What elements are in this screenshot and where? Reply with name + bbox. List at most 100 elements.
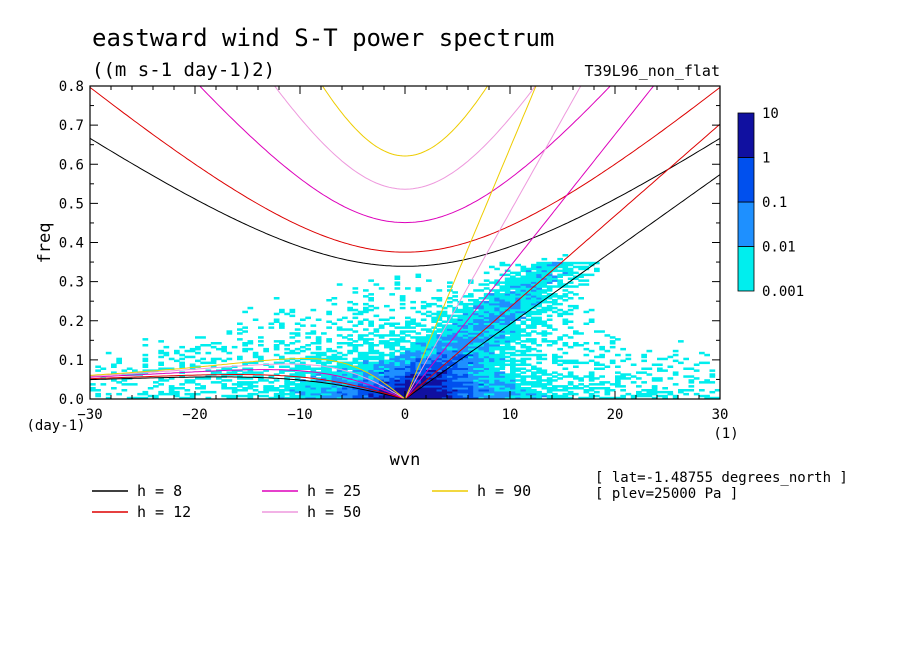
heatmap-cell [520,377,527,380]
heatmap-cell [431,353,443,357]
heatmap-cell [153,385,159,388]
heatmap-cell [221,383,227,386]
heatmap-cell [410,355,416,359]
heatmap-cell [578,383,584,386]
heatmap-cell [147,387,154,390]
heatmap-cell [562,375,579,378]
heatmap-cell [536,308,553,312]
heatmap-cell [510,369,521,372]
heatmap-cell [315,318,322,321]
heatmap-cell [609,345,616,349]
heatmap-cell [420,304,432,308]
heatmap-cell [321,369,332,372]
heatmap-cell [494,381,506,384]
heatmap-cell [594,363,605,366]
heatmap-cell [357,390,380,394]
heatmap-cell [599,353,605,357]
heatmap-cell [704,353,710,357]
heatmap-cell [709,369,716,372]
heatmap-cell [615,379,621,382]
heatmap-cell [174,349,180,353]
heatmap-cell [504,340,511,343]
heatmap-cell [499,263,511,267]
heatmap-cell [536,396,542,399]
heatmap-cell [478,347,490,351]
heatmap-cell [378,336,385,339]
heatmap-cell [588,308,595,312]
heatmap-cell [510,291,516,294]
heatmap-cell [588,392,595,396]
heatmap-cell [567,336,574,339]
heatmap-cell [678,340,684,343]
heatmap-cell [630,363,637,366]
heatmap-cell [688,381,695,384]
heatmap-cell [210,345,217,349]
heatmap-cell [525,392,537,396]
heatmap-cell [483,314,490,318]
heatmap-cell [394,349,401,353]
heatmap-cell [520,320,527,323]
heatmap-cell [431,316,443,320]
heatmap-cell [389,338,406,341]
dispersion-curve-rossby [90,376,406,399]
heatmap-cell [567,345,574,349]
heatmap-cell [310,379,317,382]
heatmap-cell [531,396,537,399]
heatmap-cell [142,359,149,363]
heatmap-cell [678,390,684,394]
dispersion-curve-kelvin [404,174,720,399]
heatmap-cell [604,334,611,337]
heatmap-cell [399,351,406,355]
heatmap-cell [515,314,521,318]
heatmap-cell [531,289,537,292]
heatmap-cell [515,385,521,388]
heatmap-cell [672,349,679,353]
heatmap-cell [289,394,322,398]
heatmap-cell [457,300,464,304]
heatmap-cell [536,369,548,372]
heatmap-cell [489,310,500,314]
heatmap-cell [384,344,401,347]
heatmap-cell [410,306,416,310]
heatmap-cell [662,396,668,399]
heatmap-cell [515,300,521,304]
heatmap-cell [478,381,485,384]
heatmap-cell [252,318,259,321]
heatmap-cell [405,357,416,361]
heatmap-cell [315,353,327,357]
heatmap-cell [515,310,527,314]
heatmap-cell [483,363,532,366]
heatmap-cell [699,394,710,398]
heatmap-cell [510,365,516,368]
heatmap-cell [300,318,306,321]
heatmap-cell [441,334,448,337]
heatmap-cell [489,289,511,292]
heatmap-cell [116,381,122,384]
heatmap-cell [457,365,485,368]
heatmap-cell [594,269,600,273]
dispersion-curve-inertia-gravity [90,137,720,267]
heatmap-cell [116,357,122,361]
heatmap-cell [473,367,485,370]
heatmap-cell [394,275,401,278]
heatmap-cell [284,347,290,351]
heatmap-cell [531,316,542,320]
heatmap-cell [651,377,663,380]
heatmap-cell [489,293,495,296]
heatmap-cell [552,275,558,278]
heatmap-cell [399,336,406,339]
heatmap-cell [399,361,406,365]
colorbar-label: 0.01 [762,240,796,256]
heatmap-cell [510,312,516,316]
heatmap-cell [378,361,385,365]
heatmap-cell [226,357,233,361]
heatmap-cell [231,383,254,386]
y-tick-label: 0.2 [59,314,84,330]
heatmap-cell [279,396,285,399]
heatmap-cell [331,297,338,300]
heatmap-cell [179,383,185,386]
heatmap-cell [158,392,180,396]
heatmap-cell [426,357,432,361]
heatmap-cell [357,322,364,325]
colorbar-segment [737,201,755,247]
